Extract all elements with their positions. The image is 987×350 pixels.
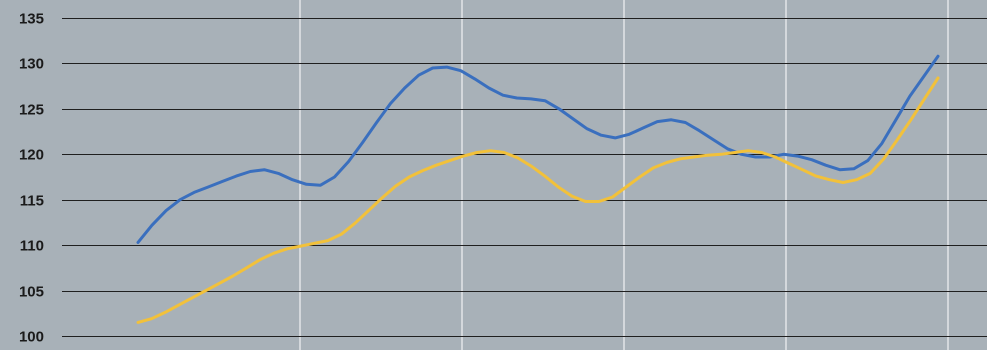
series-lines <box>136 54 940 324</box>
y-tick-label-110: 110 <box>20 238 44 255</box>
y-tick-label-130: 130 <box>19 56 44 73</box>
y-tick-label-115: 115 <box>20 193 44 210</box>
y-tick-label-100: 100 <box>19 329 44 346</box>
y-tick-label-125: 125 <box>19 102 44 119</box>
y-tick-label-120: 120 <box>19 147 44 164</box>
y-tick-label-105: 105 <box>19 284 44 301</box>
y-axis-tick-labels: 100 105 110 115 120 125 130 135 <box>19 11 44 346</box>
series-line-1 <box>136 54 940 244</box>
y-tick-label-135: 135 <box>19 11 44 28</box>
horizontal-gridlines <box>62 18 987 337</box>
series-line-2 <box>136 76 940 324</box>
